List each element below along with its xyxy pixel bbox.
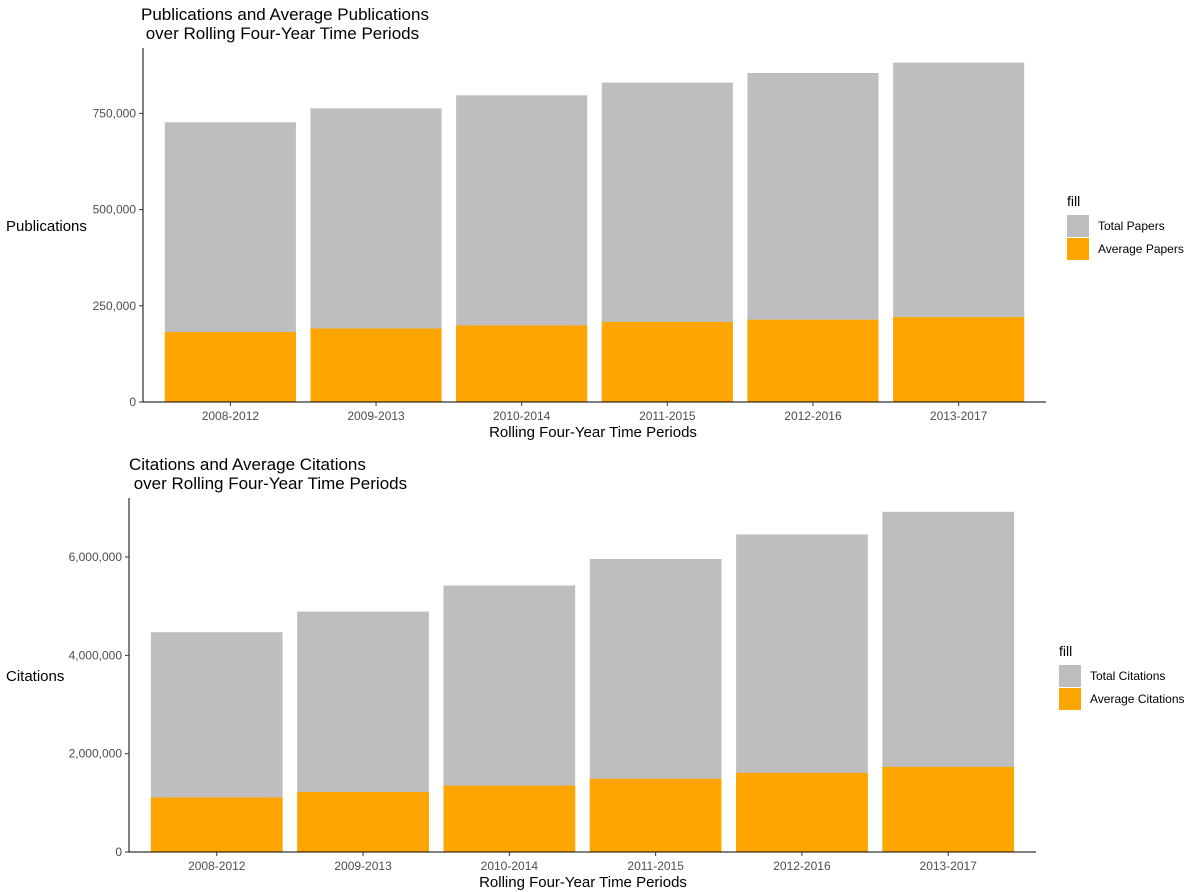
legend-item-total-citations: Total Citations <box>1059 664 1185 687</box>
bar-average-citations <box>150 797 283 852</box>
chart-title: Publications and Average Publications ov… <box>141 5 429 43</box>
legend-swatch-total <box>1067 214 1089 237</box>
y-tick-label: 6,000,000 <box>69 550 123 564</box>
bar-average-citations <box>736 772 868 852</box>
bar-average-citations <box>589 778 722 852</box>
x-tick-label: 2010-2014 <box>493 409 551 423</box>
x-tick-label: 2011-2015 <box>639 409 696 423</box>
legend-swatch-total <box>1059 664 1081 687</box>
y-tick-label: 250,000 <box>93 299 137 313</box>
x-tick-label: 2009-2013 <box>347 409 405 423</box>
legend-item-total-papers: Total Papers <box>1067 214 1184 237</box>
x-tick-label: 2013-2017 <box>920 859 978 873</box>
x-axis-title: Rolling Four-Year Time Periods <box>479 874 687 891</box>
chart-title: Citations and Average Citations over Rol… <box>129 455 408 493</box>
legend-title: fill <box>1067 193 1081 209</box>
x-axis-title: Rolling Four-Year Time Periods <box>489 424 697 441</box>
y-tick-label: 2,000,000 <box>69 747 123 761</box>
legend-title: fill <box>1059 643 1073 659</box>
x-tick-label: 2010-2014 <box>481 859 539 873</box>
x-tick-label: 2008-2012 <box>202 409 260 423</box>
bar-average-papers <box>601 322 733 402</box>
legend-swatch-average <box>1067 237 1089 260</box>
citations-chart-panel: Citations and Average Citations over Rol… <box>0 446 1190 892</box>
x-tick-label: 2009-2013 <box>334 859 392 873</box>
bar-average-papers <box>456 325 588 402</box>
legend-swatch-average <box>1059 687 1081 710</box>
y-tick-label: 750,000 <box>93 106 137 120</box>
bar-average-papers <box>747 319 879 402</box>
legend-label: Average Papers <box>1098 241 1184 256</box>
bar-average-citations <box>297 792 429 852</box>
citations-plot: 0 2,000,000 4,000,000 6,000,000 2008-2012 200… <box>69 498 1036 873</box>
legend-item-average-citations: Average Citations <box>1059 687 1185 710</box>
y-tick-label: 4,000,000 <box>69 648 123 662</box>
y-tick-label: 500,000 <box>93 203 137 217</box>
bar-average-citations <box>882 766 1015 852</box>
publications-chart-panel: Publications and Average Publications ov… <box>6 5 1184 441</box>
legend-item-average-papers: Average Papers <box>1067 237 1184 260</box>
legend-label: Total Citations <box>1090 668 1166 683</box>
legend: fill Total Citations Average Citations <box>1059 643 1185 710</box>
y-tick-label: 0 <box>129 395 136 409</box>
bar-average-papers <box>893 317 1025 402</box>
legend-label: Average Citations <box>1090 691 1185 706</box>
x-tick-label: 2012-2016 <box>773 859 831 873</box>
publications-plot: 0 250,000 500,000 750,000 2008-2012 2009-2013… <box>93 48 1046 423</box>
y-tick-label: 0 <box>115 845 122 859</box>
x-tick-label: 2008-2012 <box>188 859 246 873</box>
bar-average-papers <box>310 328 442 402</box>
legend-label: Total Papers <box>1098 218 1165 233</box>
x-tick-label: 2012-2016 <box>784 409 842 423</box>
bar-average-citations <box>443 785 576 852</box>
y-axis-title: Publications <box>6 218 87 235</box>
x-tick-label: 2011-2015 <box>627 859 684 873</box>
bar-average-papers <box>164 332 296 402</box>
x-tick-label: 2013-2017 <box>930 409 988 423</box>
legend: fill Total Papers Average Papers <box>1067 193 1184 260</box>
y-axis-title: Citations <box>6 668 65 685</box>
